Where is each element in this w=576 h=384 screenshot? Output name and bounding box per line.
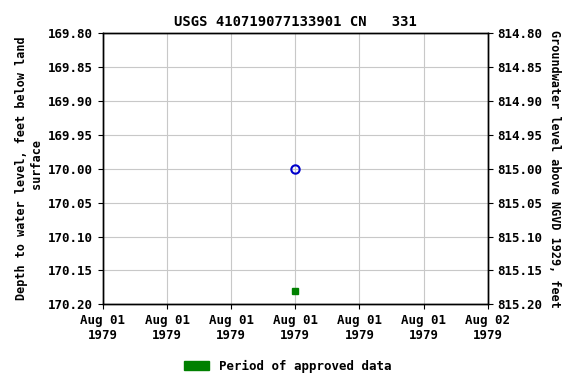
Legend: Period of approved data: Period of approved data	[179, 355, 397, 378]
Y-axis label: Depth to water level, feet below land
 surface: Depth to water level, feet below land su…	[15, 37, 44, 301]
Title: USGS 410719077133901 CN   331: USGS 410719077133901 CN 331	[174, 15, 417, 29]
Y-axis label: Groundwater level above NGVD 1929, feet: Groundwater level above NGVD 1929, feet	[548, 30, 561, 308]
